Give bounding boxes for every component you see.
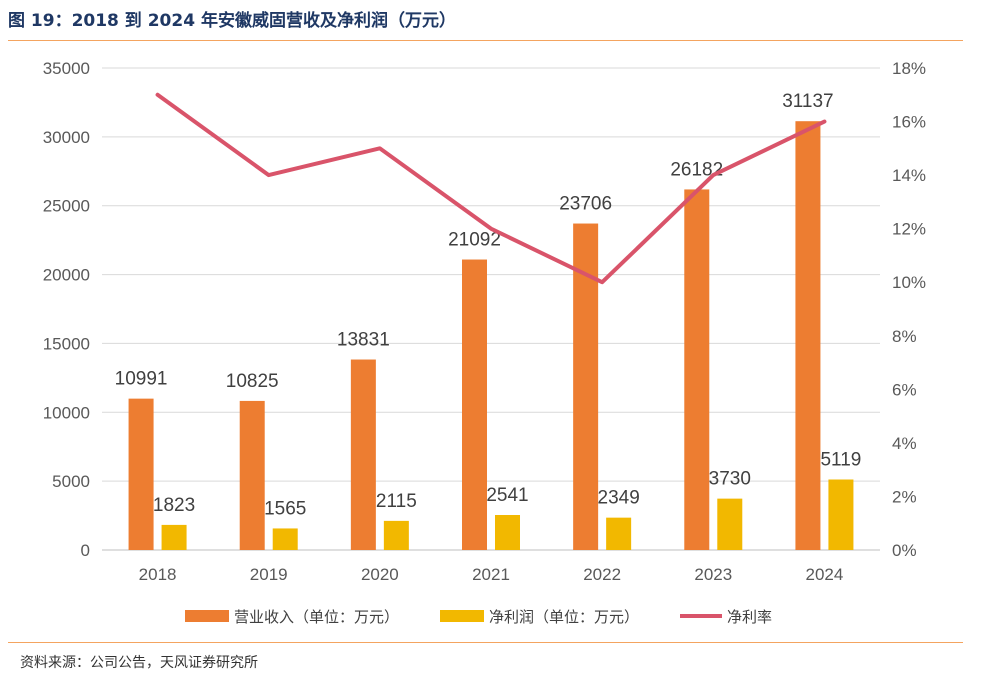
revenue-data-label: 31137	[782, 91, 833, 112]
y-left-tick-label: 30000	[43, 128, 90, 147]
y-right-tick-label: 8%	[892, 327, 917, 346]
y-right-tick-label: 14%	[892, 166, 926, 185]
legend-label-revenue: 营业收入（单位：万元）	[234, 608, 399, 626]
legend-swatch-profit	[440, 610, 484, 622]
legend-label-profit: 净利润（单位：万元）	[489, 608, 639, 626]
figure-title: 图 19：2018 到 2024 年安徽威固营收及净利润（万元）	[8, 11, 456, 31]
revenue-data-label: 13831	[337, 330, 390, 351]
y-right-tick-label: 4%	[892, 434, 917, 453]
top-rule	[8, 40, 963, 41]
y-left-tick-label: 35000	[43, 59, 90, 78]
y-right-tick-label: 16%	[892, 113, 926, 132]
profit-bar	[828, 479, 854, 550]
profit-bar	[161, 524, 187, 550]
revenue-data-label: 10991	[115, 369, 168, 390]
x-tick-label: 2020	[361, 565, 399, 584]
legend-label-margin: 净利率	[727, 608, 772, 626]
x-tick-label: 2024	[806, 565, 844, 584]
profit-data-label: 3730	[709, 469, 751, 490]
profit-data-label: 2349	[598, 488, 640, 509]
y-left-tick-label: 15000	[43, 334, 90, 353]
revenue-bar	[350, 359, 376, 550]
revenue-bar	[684, 189, 710, 550]
source-note: 资料来源：公司公告，天风证券研究所	[20, 655, 258, 671]
profit-bar	[272, 528, 298, 550]
y-right-tick-label: 2%	[892, 487, 917, 506]
y-right-tick-label: 12%	[892, 220, 926, 239]
y-right-tick-label: 18%	[892, 59, 926, 78]
profit-bar	[383, 520, 409, 550]
profit-bar	[717, 498, 743, 550]
x-tick-label: 2021	[472, 565, 510, 584]
y-left-tick-label: 25000	[43, 197, 90, 216]
bottom-rule	[8, 642, 963, 643]
profit-data-label: 1565	[264, 498, 306, 519]
revenue-data-label: 23706	[559, 194, 612, 215]
x-tick-label: 2019	[250, 565, 288, 584]
y-left-tick-label: 0	[81, 541, 90, 560]
y-left-tick-label: 20000	[43, 266, 90, 285]
revenue-bar	[128, 398, 154, 550]
legend-swatch-revenue	[185, 610, 229, 622]
net-margin-line	[155, 92, 827, 285]
profit-bar	[495, 515, 520, 550]
x-tick-label: 2023	[694, 565, 732, 584]
revenue-bar	[239, 400, 265, 550]
y-right-tick-label: 6%	[892, 380, 917, 399]
profit-data-label: 2115	[376, 491, 417, 512]
profit-data-label: 2541	[486, 485, 528, 506]
y-left-tick-label: 5000	[52, 472, 90, 491]
y-right-tick-label: 10%	[892, 273, 926, 292]
revenue-bar	[795, 121, 821, 550]
revenue-data-label: 26182	[670, 159, 723, 180]
x-tick-label: 2018	[139, 565, 177, 584]
profit-bar	[606, 517, 632, 550]
x-tick-label: 2022	[583, 565, 621, 584]
y-left-tick-label: 10000	[43, 403, 90, 422]
revenue-data-label: 21092	[448, 230, 501, 251]
revenue-bar	[462, 259, 487, 550]
y-right-tick-label: 0%	[892, 541, 917, 560]
profit-data-label: 5119	[820, 450, 861, 471]
profit-data-label: 1823	[153, 495, 195, 516]
revenue-data-label: 10825	[226, 371, 279, 392]
